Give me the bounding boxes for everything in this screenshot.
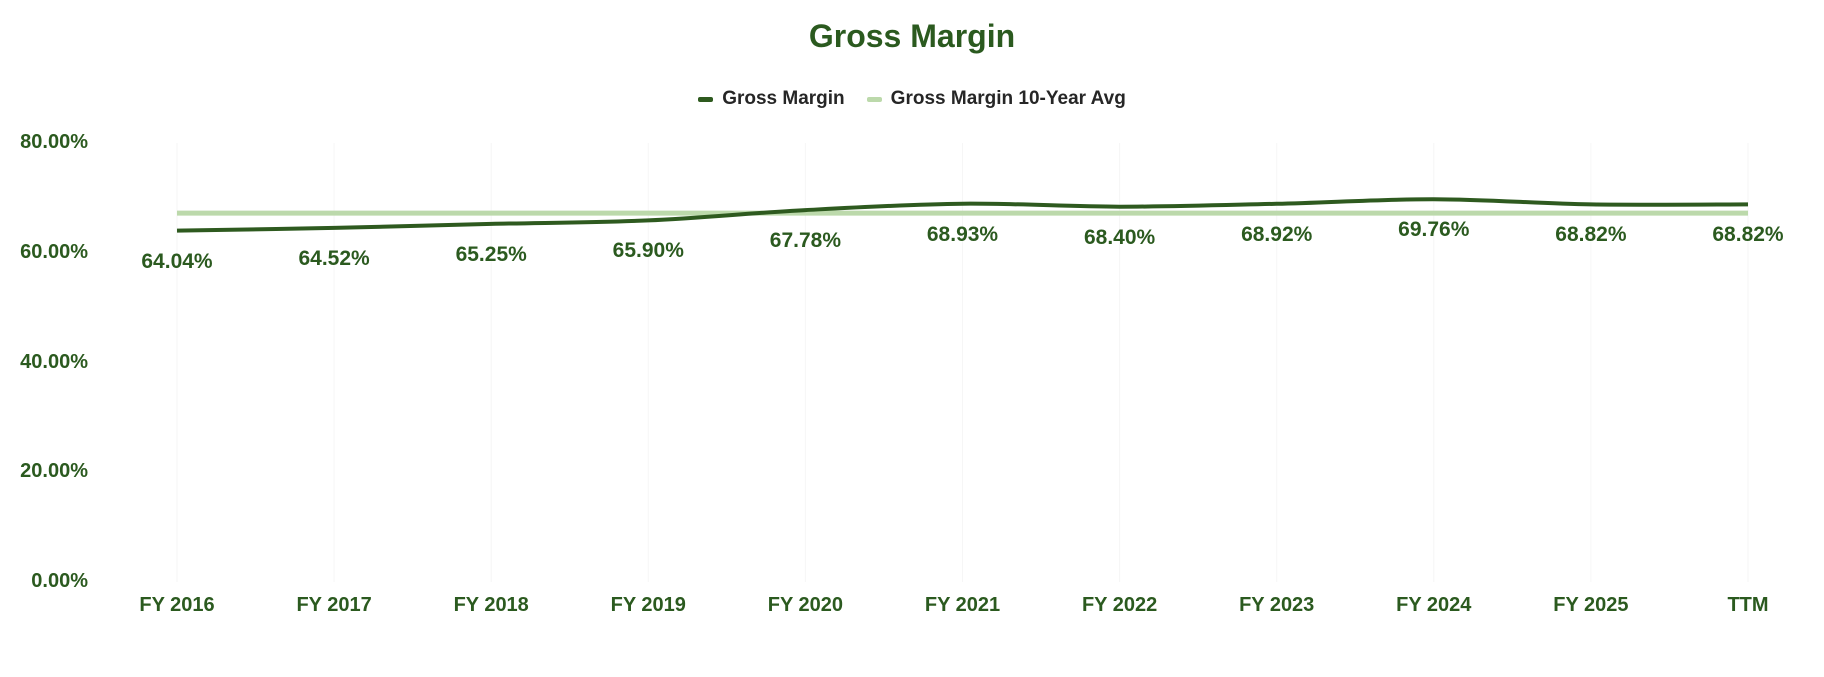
y-axis-tick-label: 20.00% <box>20 460 88 483</box>
data-label: 65.90% <box>612 239 684 263</box>
data-label: 65.25% <box>455 242 527 266</box>
x-axis-label: FY 2017 <box>296 594 372 616</box>
data-label: 67.78% <box>769 229 842 253</box>
data-label: 68.40% <box>1083 225 1156 249</box>
data-label: 64.52% <box>298 246 370 270</box>
legend-entry-gross-margin: Gross Margin <box>698 88 845 110</box>
data-label: 64.04% <box>141 249 213 273</box>
x-axis-label: FY 2020 <box>767 594 844 616</box>
y-axis-tick-label: 0.00% <box>31 570 88 592</box>
x-axis-label: TTM <box>1727 594 1769 616</box>
y-axis-tick-label: 60.00% <box>20 240 88 263</box>
x-axis-label: FY 2021 <box>924 594 1001 616</box>
data-label: 68.82% <box>1712 223 1784 247</box>
data-label: 68.82% <box>1555 223 1627 247</box>
data-label: 68.93% <box>926 222 999 246</box>
y-axis-tick-label: 80.00% <box>20 131 88 153</box>
x-axis-label: FY 2024 <box>1396 594 1472 616</box>
chart-legend: Gross Margin Gross Margin 10-Year Avg <box>0 88 1824 110</box>
legend-label-10yr-avg: Gross Margin 10-Year Avg <box>890 88 1126 109</box>
avg-legend-marker-icon <box>866 96 882 102</box>
gross-margin-line <box>176 197 1749 233</box>
x-axis-label: FY 2018 <box>453 594 529 616</box>
x-axis-label: FY 2022 <box>1081 594 1158 616</box>
legend-entry-10yr-avg: Gross Margin 10-Year Avg <box>866 88 1126 110</box>
data-label: 69.76% <box>1398 218 1470 242</box>
gross-margin-legend-marker-icon <box>698 96 714 102</box>
x-axis-label: FY 2025 <box>1553 594 1629 616</box>
x-axis-label: FY 2023 <box>1239 594 1315 616</box>
legend-label-gross-margin: Gross Margin <box>722 88 845 109</box>
chart-title: Gross Margin <box>808 18 1016 54</box>
data-label: 68.92% <box>1241 222 1313 246</box>
x-axis-label: FY 2016 <box>139 594 215 616</box>
x-axis-label: FY 2019 <box>610 594 686 616</box>
y-axis-tick-label: 40.00% <box>20 350 88 373</box>
